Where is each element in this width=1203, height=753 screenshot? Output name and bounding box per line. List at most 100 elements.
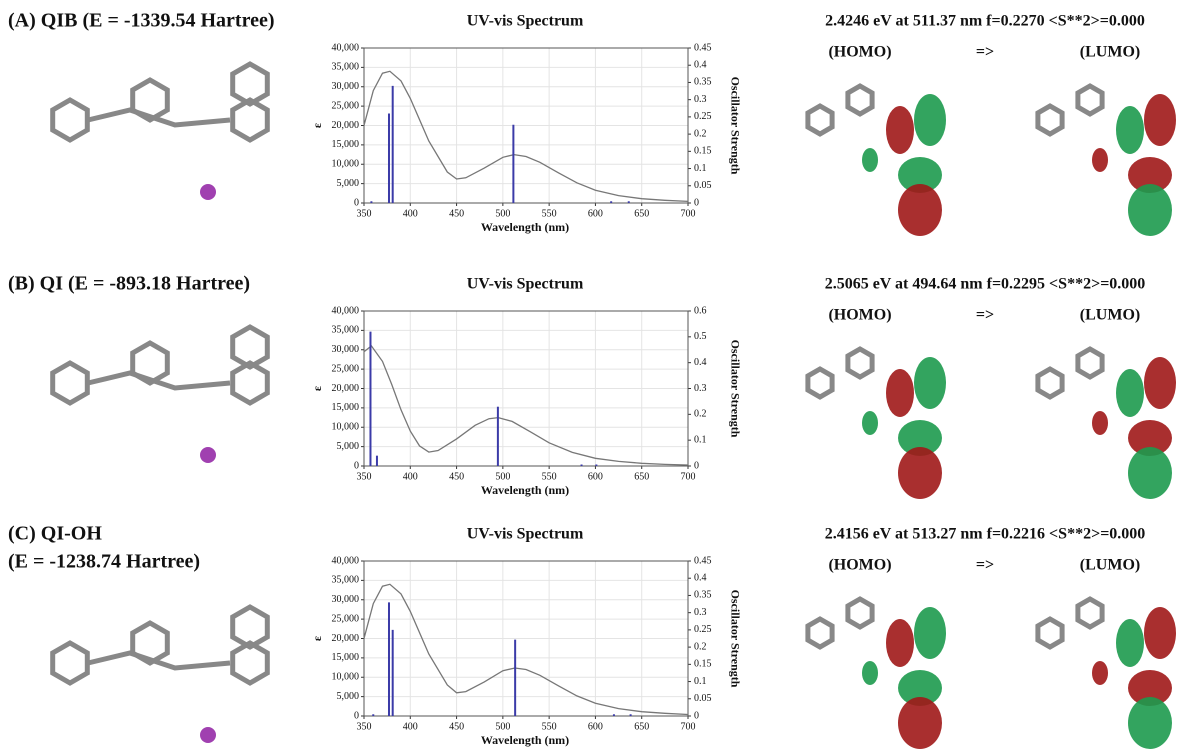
molecule-ring: [230, 61, 270, 107]
molecule-ring: [805, 103, 835, 137]
x-tick-label: 400: [403, 208, 418, 219]
y2-tick-label: 0.1: [694, 676, 707, 687]
molecule-ring: [805, 616, 835, 650]
y-axis-label: ε: [310, 386, 324, 391]
y2-tick-label: 0.15: [694, 659, 712, 670]
y-tick-label: 35,000: [332, 575, 360, 586]
y-tick-label: 20,000: [332, 120, 360, 131]
y-tick-label: 5,000: [337, 441, 360, 452]
molecule-ring: [845, 346, 875, 380]
orbital-lobe: [898, 184, 942, 236]
y2-tick-label: 0.2: [694, 641, 707, 652]
orbital-lobe: [1128, 697, 1172, 749]
orbital-lobe: [1092, 411, 1108, 435]
x-tick-label: 550: [542, 471, 557, 482]
x-tick-label: 500: [495, 721, 510, 732]
orbital-lobe: [1128, 420, 1172, 456]
orbital-lobe: [898, 447, 942, 499]
spectrum-line: [363, 344, 689, 466]
y-tick-label: 30,000: [332, 344, 360, 355]
molecule-ring: [230, 604, 270, 650]
x-tick-label: 350: [357, 471, 372, 482]
molecule-ring: [1075, 346, 1105, 380]
counter-ion: [200, 447, 216, 463]
orbital-lobe: [862, 148, 878, 172]
orbital-lobe: [886, 106, 914, 154]
chart-title: UV-vis Spectrum: [467, 13, 584, 30]
orbital-lobe: [862, 661, 878, 685]
orbital-lobe: [1116, 106, 1144, 154]
orbital-lobe: [1128, 447, 1172, 499]
y2-tick-label: 0.2: [694, 409, 707, 420]
y2-tick-label: 0.5: [694, 331, 707, 342]
y-tick-label: 25,000: [332, 100, 360, 111]
molecule-ring: [1075, 596, 1105, 630]
y2-tick-label: 0.3: [694, 94, 707, 105]
y2-tick-label: 0.6: [694, 305, 707, 316]
excitation-text: 2.5065 eV at 494.64 nm f=0.2295 <S**2>=0…: [825, 276, 1146, 293]
spectrum-line: [363, 583, 689, 716]
x-tick-label: 450: [449, 208, 464, 219]
y2-tick-label: 0.05: [694, 693, 712, 704]
x-tick-label: 550: [542, 721, 557, 732]
y-tick-label: 15,000: [332, 402, 360, 413]
molecule-bond: [87, 107, 231, 128]
panel-label: (A) QIB (E = -1339.54 Hartree): [8, 10, 275, 32]
y2-tick-label: 0.35: [694, 590, 712, 601]
molecule-ring: [1035, 616, 1065, 650]
y-tick-label: 10,000: [332, 422, 360, 433]
orbital-label: =>: [976, 307, 994, 324]
orbital-lobe: [1128, 184, 1172, 236]
x-axis-label: Wavelength (nm): [481, 733, 569, 747]
molecule-ring: [845, 596, 875, 630]
x-axis-label: Wavelength (nm): [481, 220, 569, 234]
y2-tick-label: 0.35: [694, 77, 712, 88]
molecule-ring: [230, 324, 270, 370]
y-tick-label: 30,000: [332, 594, 360, 605]
y-axis-label: ε: [310, 123, 324, 128]
orbital-label: (HOMO): [828, 44, 891, 61]
panel-label: (E = -1238.74 Hartree): [8, 551, 200, 573]
y2-tick-label: 0.3: [694, 383, 707, 394]
y-axis-label: ε: [310, 636, 324, 641]
y-tick-label: 10,000: [332, 159, 360, 170]
y-tick-label: 5,000: [337, 178, 360, 189]
y2-tick-label: 0: [694, 710, 699, 721]
y2-tick-label: 0.25: [694, 111, 712, 122]
orbital-lobe: [1116, 369, 1144, 417]
y-tick-label: 0: [354, 197, 359, 208]
x-tick-label: 400: [403, 721, 418, 732]
chart-title: UV-vis Spectrum: [467, 526, 584, 543]
molecule-bond: [87, 370, 231, 391]
x-tick-label: 450: [449, 721, 464, 732]
y-tick-label: 35,000: [332, 325, 360, 336]
orbital-lobe: [1128, 157, 1172, 193]
y-tick-label: 25,000: [332, 363, 360, 374]
molecule-ring: [805, 366, 835, 400]
y2-axis-label: Oscillator Strength: [728, 590, 742, 688]
y2-tick-label: 0.45: [694, 42, 712, 53]
x-tick-label: 550: [542, 208, 557, 219]
x-tick-label: 600: [588, 721, 603, 732]
y-tick-label: 15,000: [332, 652, 360, 663]
x-tick-label: 700: [681, 208, 696, 219]
orbital-lobe: [1092, 661, 1108, 685]
orbital-lobe: [898, 670, 942, 706]
chart-title: UV-vis Spectrum: [467, 276, 584, 293]
orbital-lobe: [1116, 619, 1144, 667]
x-tick-label: 350: [357, 721, 372, 732]
orbital-lobe: [862, 411, 878, 435]
x-tick-label: 600: [588, 471, 603, 482]
molecule-ring: [230, 97, 270, 143]
orbital-label: (LUMO): [1080, 307, 1140, 324]
orbital-lobe: [1144, 357, 1176, 409]
panel-label: (C) QI-OH: [8, 523, 102, 545]
orbital-lobe: [1144, 94, 1176, 146]
y-tick-label: 35,000: [332, 62, 360, 73]
molecule-ring: [230, 360, 270, 406]
orbital-lobe: [1144, 607, 1176, 659]
x-tick-label: 700: [681, 471, 696, 482]
y2-tick-label: 0.25: [694, 624, 712, 635]
orbital-lobe: [914, 357, 946, 409]
y-tick-label: 20,000: [332, 383, 360, 394]
